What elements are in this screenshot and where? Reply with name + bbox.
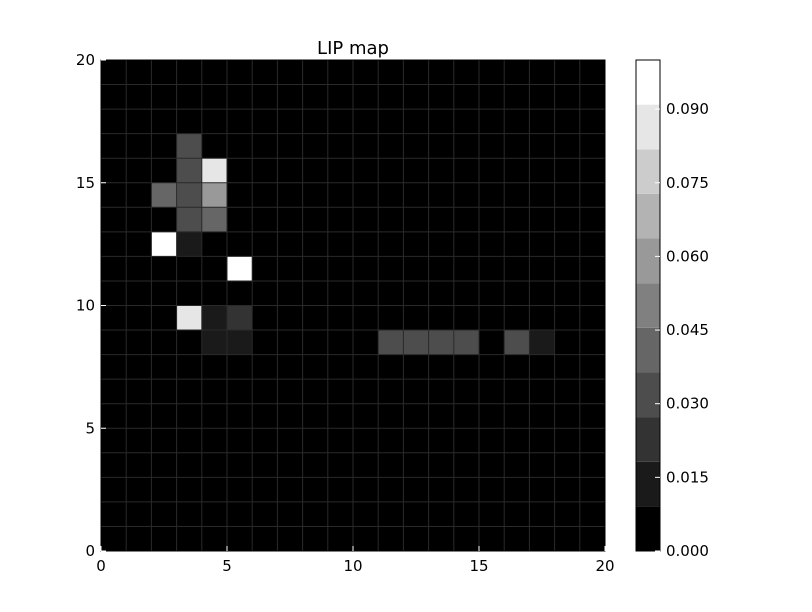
colorbar-axis: 0.000 0.015 0.030 0.045 0.060 0.075 0.090: [655, 100, 709, 560]
colorbar-band: [636, 149, 660, 194]
colorbar-band: [636, 60, 660, 105]
colorbar-frame: [635, 59, 661, 552]
heatmap-cell: [176, 158, 202, 183]
heatmap-cell: [176, 231, 202, 257]
y-tick-label: 10: [76, 297, 95, 315]
colorbar-tick-label: 0.060: [666, 247, 709, 265]
x-tick-label: 15: [469, 557, 488, 575]
colorbar-band: [636, 104, 660, 150]
plot-grid: [101, 60, 605, 551]
colorbar-band: [636, 238, 660, 284]
colorbar-tick-label: 0.000: [666, 542, 709, 560]
heatmap-cell: [176, 305, 202, 331]
x-tick-label: 20: [595, 557, 614, 575]
heatmap-cell: [201, 330, 227, 355]
x-tick-label: 5: [222, 557, 232, 575]
heatmap-cell: [504, 330, 530, 355]
heatmap-cell: [227, 256, 253, 281]
colorbar-band: [636, 506, 660, 551]
heatmap-cell: [201, 305, 227, 331]
colorbar-band: [636, 417, 660, 462]
y-tick-label: 15: [76, 174, 95, 192]
x-axis: 0 5 10 15 20: [96, 546, 615, 575]
y-tick-label: 5: [85, 419, 95, 437]
chart-title: LIP map: [317, 38, 389, 59]
x-tick-label: 0: [96, 557, 106, 575]
heatmap-cell: [227, 305, 253, 331]
heatmap-cell: [453, 330, 479, 355]
heatmap-cell: [201, 182, 227, 208]
colorbar-tick-label: 0.045: [666, 321, 709, 339]
heatmap-cell: [227, 330, 253, 355]
colorbar-tick-label: 0.015: [666, 468, 709, 486]
heatmap-cell: [403, 330, 429, 355]
heatmap-cell: [428, 330, 454, 355]
heatmap-cell: [378, 330, 404, 355]
y-tick-label: 0: [85, 542, 95, 560]
colorbar-tick-label: 0.090: [666, 100, 709, 118]
colorbar: [636, 60, 660, 551]
heatmap-cell: [529, 330, 555, 355]
x-tick-label: 10: [343, 557, 362, 575]
heatmap-cell: [151, 231, 177, 257]
colorbar-band: [636, 327, 660, 373]
heatmap-cells: [151, 133, 555, 355]
heatmap-cell: [176, 207, 202, 232]
heatmap-cell: [176, 182, 202, 208]
y-axis: 0 5 10 15 20: [76, 51, 106, 560]
heatmap-cell: [201, 207, 227, 232]
colorbar-band: [636, 372, 660, 418]
heatmap-cell: [176, 133, 202, 159]
colorbar-band: [636, 193, 660, 239]
colorbar-tick-label: 0.030: [666, 395, 709, 413]
y-tick-label: 20: [76, 51, 95, 69]
heatmap-cell: [201, 158, 227, 183]
colorbar-tick-label: 0.075: [666, 174, 709, 192]
colorbar-band: [636, 283, 660, 328]
heatmap-cell: [151, 182, 177, 208]
colorbar-band: [636, 461, 660, 507]
